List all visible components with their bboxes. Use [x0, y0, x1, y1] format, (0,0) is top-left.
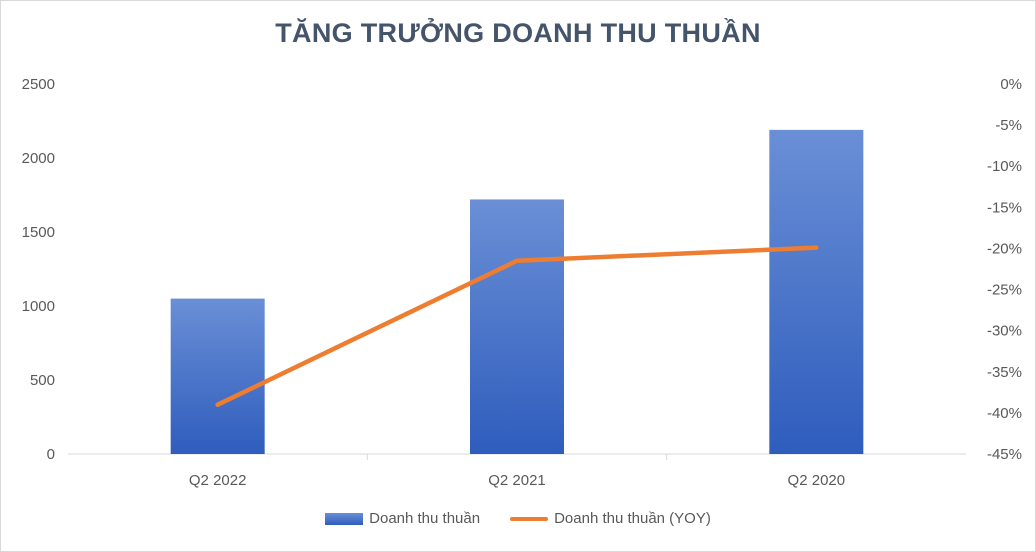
y-left-tick-label: 500 — [30, 372, 55, 389]
y-right-tick-label: -30% — [987, 323, 1022, 340]
chart-title: TĂNG TRƯỞNG DOANH THU THUẦN — [275, 18, 761, 48]
y-left-tick-label: 1000 — [22, 298, 55, 315]
y-right-tick-label: -10% — [987, 158, 1022, 175]
y-right-tick-label: -40% — [987, 405, 1022, 422]
legend-swatch-bar — [325, 512, 364, 525]
x-tick-label: Q2 2020 — [788, 472, 846, 489]
yoy-point — [814, 245, 819, 250]
legend-label-bar: Doanh thu thuần — [369, 510, 481, 527]
y-left-tick-label: 0 — [47, 446, 55, 463]
bar — [170, 298, 265, 454]
legend-item-bar: Doanh thu thuần — [325, 510, 480, 527]
y-left-tick-label: 1500 — [22, 224, 55, 241]
y-right-tick-label: 0% — [1000, 76, 1022, 93]
y-left-tick-label: 2000 — [22, 150, 55, 167]
bar — [769, 129, 864, 454]
legend-swatch-line — [510, 516, 549, 521]
y-right-tick-label: -25% — [987, 282, 1022, 299]
legend-item-line: Doanh thu thuần (YOY) — [510, 510, 711, 527]
y-right-tick-label: -35% — [987, 364, 1022, 381]
yoy-point — [215, 402, 220, 407]
x-tick-label: Q2 2022 — [189, 472, 247, 489]
chart-legend: Doanh thu thuần Doanh thu thuần (YOY) — [0, 510, 1036, 527]
yoy-point — [514, 258, 520, 263]
x-tick-label: Q2 2021 — [488, 472, 546, 489]
legend-label-line: Doanh thu thuần (YOY) — [554, 510, 711, 527]
y-right-tick-label: -45% — [987, 446, 1022, 463]
bar — [470, 199, 564, 454]
y-left-tick-label: 2500 — [22, 76, 55, 93]
y-right-tick-label: -20% — [987, 240, 1022, 257]
y-right-tick-label: -15% — [987, 199, 1022, 216]
y-right-tick-label: -5% — [995, 117, 1022, 134]
